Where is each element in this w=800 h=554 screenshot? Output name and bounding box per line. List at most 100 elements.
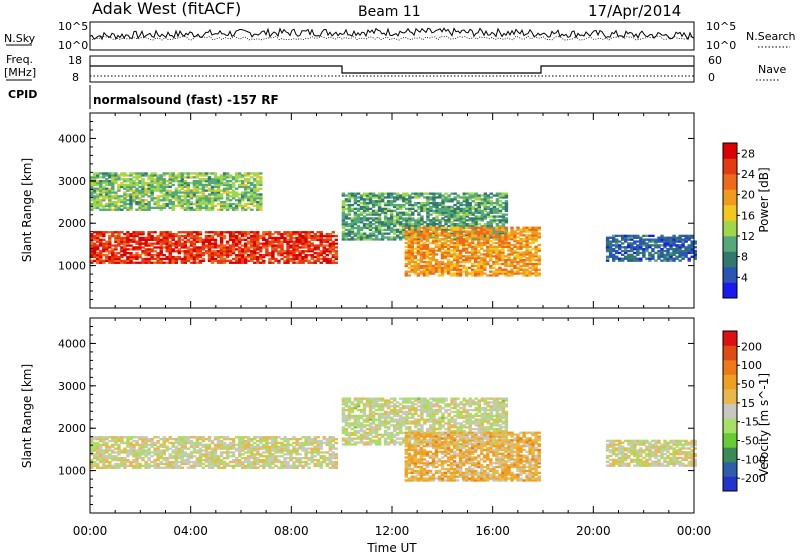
power-cell — [672, 242, 676, 245]
power-cell — [153, 236, 157, 240]
velocity-cell — [241, 457, 245, 460]
power-cell — [350, 223, 355, 226]
power-cell — [316, 254, 320, 257]
power-cell — [102, 174, 106, 177]
power-cell — [537, 232, 541, 235]
velocity-cell — [198, 455, 203, 458]
power-cell — [444, 223, 448, 226]
velocity-cell — [241, 438, 245, 441]
velocity-cell — [102, 455, 106, 458]
power-cell — [198, 236, 203, 240]
power-cell — [102, 176, 106, 179]
power-colorbar-swatch — [723, 143, 737, 159]
power-cell — [441, 194, 445, 197]
power-cell — [210, 189, 215, 192]
velocity-cell — [219, 436, 224, 439]
power-cell — [492, 202, 497, 205]
power-cell — [120, 242, 124, 245]
power-cell — [313, 255, 317, 259]
noise-right-label: N.Search — [746, 30, 796, 43]
power-cell — [453, 223, 457, 226]
power-cell — [492, 232, 497, 235]
power-cell — [93, 254, 97, 257]
power-cell — [402, 236, 406, 239]
power-cell — [114, 195, 118, 198]
power-cell — [174, 234, 179, 238]
power-cell — [429, 205, 433, 209]
power-cell — [316, 259, 320, 263]
power-cell — [510, 262, 514, 266]
power-cell — [156, 199, 160, 202]
power-cell — [443, 236, 448, 239]
power-cell — [678, 248, 682, 251]
power-cell — [259, 178, 263, 181]
power-cell — [528, 228, 532, 231]
power-cell — [259, 172, 263, 175]
power-cell — [183, 181, 188, 185]
power-cell — [207, 189, 212, 192]
power-cell — [612, 244, 616, 247]
power-cell — [531, 257, 535, 260]
power-cell — [126, 252, 130, 255]
power-cell — [180, 242, 185, 245]
power-cell — [207, 206, 212, 210]
power-cell — [244, 191, 248, 194]
power-cell — [462, 223, 466, 226]
power-cell — [353, 219, 358, 222]
power-cell — [450, 217, 454, 220]
velocity-heatmap — [90, 397, 697, 482]
power-cell — [347, 223, 352, 226]
power-cell — [437, 249, 442, 252]
power-cell — [192, 187, 197, 190]
power-cell — [410, 234, 415, 237]
power-cell — [690, 242, 694, 245]
power-cell — [322, 252, 326, 255]
power-cell — [93, 231, 97, 234]
power-cell — [443, 251, 448, 254]
power-cell — [344, 234, 349, 237]
power-cell — [162, 240, 166, 243]
power-cell — [210, 208, 215, 211]
power-cell — [301, 244, 305, 247]
velocity-cell — [216, 466, 221, 469]
power-cell — [416, 236, 421, 239]
power-cell — [483, 196, 488, 199]
power-cell — [359, 207, 364, 211]
velocity-cell — [225, 443, 230, 447]
velocity-cell — [238, 447, 242, 450]
power-cell — [480, 232, 484, 235]
power-cell — [522, 230, 526, 233]
velocity-cell — [93, 443, 97, 447]
power-cell — [150, 255, 154, 259]
power-cell — [235, 208, 239, 211]
power-cell — [462, 245, 466, 249]
power-cell — [465, 207, 469, 211]
power-cell — [455, 262, 460, 266]
power-cell — [247, 202, 251, 206]
power-cell — [114, 174, 118, 177]
power-cell — [150, 174, 154, 177]
velocity-cell — [123, 457, 127, 460]
power-cell — [447, 196, 451, 199]
power-cell — [201, 174, 206, 177]
power-cell — [238, 238, 242, 242]
power-cell — [168, 180, 172, 183]
power-cell — [189, 176, 194, 179]
power-cell — [462, 241, 466, 245]
power-cell — [437, 238, 442, 241]
power-cell — [235, 172, 239, 175]
power-cell — [465, 241, 469, 245]
velocity-cell — [174, 457, 179, 460]
power-cell — [244, 244, 248, 247]
power-cell — [174, 176, 179, 179]
power-cell — [126, 242, 130, 245]
power-cell — [207, 240, 212, 243]
velocity-cell — [213, 436, 218, 439]
power-cell — [465, 223, 469, 226]
power-cell — [383, 213, 388, 216]
power-cell — [407, 236, 412, 239]
power-cell — [507, 249, 511, 252]
power-cell — [489, 232, 493, 235]
power-cell — [356, 226, 361, 230]
power-cell — [525, 257, 529, 260]
